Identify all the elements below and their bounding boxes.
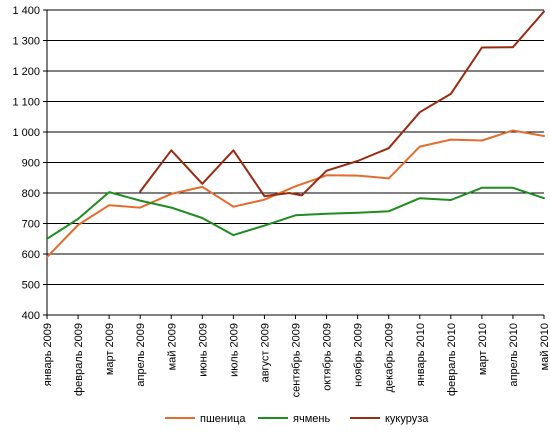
x-tick-label: декабрь 2009 xyxy=(384,323,396,392)
x-tick-label: октябрь 2009 xyxy=(322,323,334,391)
y-tick-label: 400 xyxy=(22,310,40,322)
x-tick-label: январь 2010 xyxy=(415,323,427,386)
x-tick-label: апрель 2010 xyxy=(508,323,520,387)
x-tick-label: март 2009 xyxy=(104,323,116,375)
y-tick-label: 1 100 xyxy=(12,97,40,109)
y-axis-ticks: 400 500 600 700 800 900 1 000 1 100 1 200 1 300 1 … xyxy=(12,5,47,322)
x-tick-label: сентябрь 2009 xyxy=(291,323,303,397)
y-tick-label: 1 200 xyxy=(12,66,40,78)
y-tick-label: 1 000 xyxy=(12,127,40,139)
series-line-2 xyxy=(46,186,545,240)
legend-label: кукуруза xyxy=(385,413,429,425)
x-tick-label: февраль 2010 xyxy=(446,323,458,396)
x-tick-label: ноябрь 2009 xyxy=(353,323,365,387)
y-tick-label: 1 400 xyxy=(12,5,40,17)
x-tick-label: февраль 2009 xyxy=(73,323,85,396)
x-tick-label: август 2009 xyxy=(259,323,271,382)
legend: пшеница ячмень кукуруза xyxy=(165,413,429,425)
y-tick-label: 600 xyxy=(22,249,40,261)
y-tick-label: 1 300 xyxy=(12,36,40,48)
y-tick-label: 700 xyxy=(22,219,40,231)
x-tick-label: июль 2009 xyxy=(228,323,240,377)
legend-label: пшеница xyxy=(200,413,246,425)
y-tick-label: 800 xyxy=(22,188,40,200)
x-tick-label: май 2010 xyxy=(539,323,550,370)
x-tick-label: апрель 2009 xyxy=(135,323,147,387)
x-axis-ticks: январь 2009 февраль 2009 март 2009 апрель 2… xyxy=(42,315,550,397)
series-line-1 xyxy=(46,129,545,259)
y-tick-label: 900 xyxy=(22,158,40,170)
gridlines xyxy=(47,9,544,285)
x-tick-label: май 2009 xyxy=(166,323,178,370)
series-line-3 xyxy=(139,10,545,198)
x-tick-label: март 2010 xyxy=(477,323,489,375)
series-lines xyxy=(46,10,545,259)
legend-label: ячмень xyxy=(293,413,330,425)
y-tick-label: 500 xyxy=(22,280,40,292)
x-tick-label: июнь 2009 xyxy=(197,323,209,377)
x-tick-label: январь 2009 xyxy=(42,323,54,386)
